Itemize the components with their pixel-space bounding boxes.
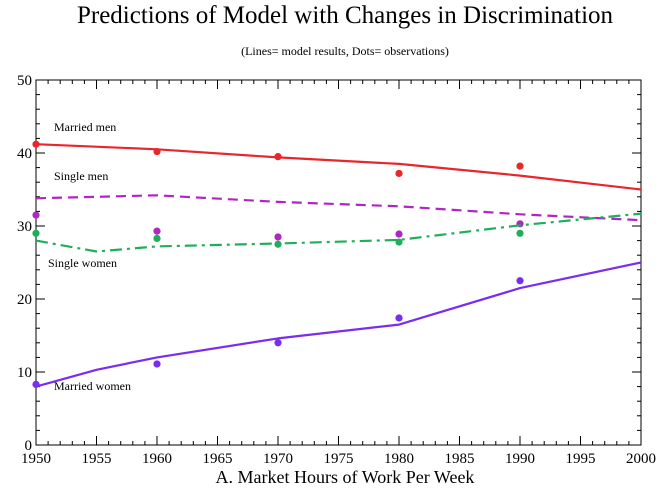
observation-dot-single-men <box>153 228 160 235</box>
y-tick-label: 50 <box>17 73 32 89</box>
observation-dot-single-women <box>32 230 39 237</box>
x-tick-label: 1985 <box>445 451 475 467</box>
series-line-married-men <box>36 144 641 189</box>
x-tick-label: 1975 <box>324 451 354 467</box>
observation-dot-married-women <box>153 360 160 367</box>
y-tick-label: 10 <box>17 365 32 381</box>
series-line-single-men <box>36 195 641 220</box>
observation-dot-married-women <box>395 314 402 321</box>
y-tick-label: 30 <box>17 219 32 235</box>
series-line-married-women <box>36 263 641 387</box>
series-label-single-women: Single women <box>48 256 117 270</box>
observation-dot-married-women <box>516 277 523 284</box>
y-tick-label: 40 <box>17 146 32 162</box>
x-axis-label: A. Market Hours of Work Per Week <box>216 467 475 487</box>
series-label-single-men: Single men <box>54 169 108 183</box>
chart-title: Predictions of Model with Changes in Dis… <box>77 2 614 29</box>
x-tick-label: 1995 <box>566 451 596 467</box>
observation-dot-married-women <box>274 339 281 346</box>
series-label-married-women: Married women <box>54 379 131 393</box>
observation-dot-single-men <box>395 230 402 237</box>
observation-dot-married-men <box>516 163 523 170</box>
plot-area: 1950 1955 1960 1965 1970 1975 1980 1985 1990 1995… <box>17 73 656 467</box>
x-tick-label: 1970 <box>263 451 293 467</box>
series-label-married-men: Married men <box>54 120 116 134</box>
x-tick-label: 1980 <box>384 451 414 467</box>
observation-dot-married-men <box>395 170 402 177</box>
observation-dot-single-men <box>32 211 39 218</box>
y-tick-label: 0 <box>25 438 33 454</box>
observation-dot-single-men <box>274 233 281 240</box>
observation-dot-single-women <box>153 235 160 242</box>
observation-dot-married-men <box>153 148 160 155</box>
observation-dot-single-women <box>395 238 402 245</box>
x-tick-label: 1955 <box>82 451 112 467</box>
series-line-single-women <box>36 214 641 252</box>
x-tick-label: 2000 <box>626 451 656 467</box>
x-tick-label: 1965 <box>203 451 233 467</box>
x-tick-label: 1960 <box>142 451 172 467</box>
observation-dot-married-men <box>274 153 281 160</box>
x-tick-label: 1990 <box>505 451 535 467</box>
y-tick-label: 20 <box>17 292 32 308</box>
observation-dot-single-women <box>516 230 523 237</box>
observation-dot-single-women <box>274 241 281 248</box>
chart-subtitle: (Lines= model results, Dots= observation… <box>241 44 449 58</box>
observation-dot-married-women <box>32 381 39 388</box>
observation-dot-married-men <box>32 141 39 148</box>
